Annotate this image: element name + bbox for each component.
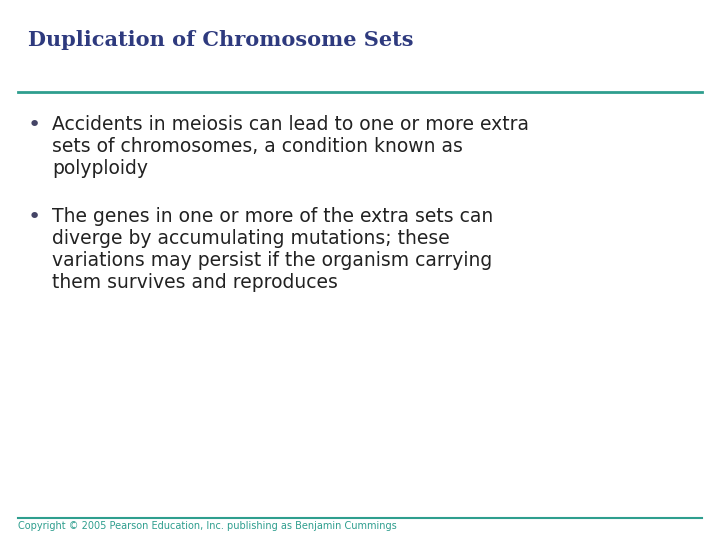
Text: Copyright © 2005 Pearson Education, Inc. publishing as Benjamin Cummings: Copyright © 2005 Pearson Education, Inc.… — [18, 521, 397, 531]
Text: Accidents in meiosis can lead to one or more extra: Accidents in meiosis can lead to one or … — [52, 115, 529, 134]
Text: The genes in one or more of the extra sets can: The genes in one or more of the extra se… — [52, 207, 493, 226]
Text: sets of chromosomes, a condition known as: sets of chromosomes, a condition known a… — [52, 137, 463, 156]
Text: them survives and reproduces: them survives and reproduces — [52, 273, 338, 292]
Text: polyploidy: polyploidy — [52, 159, 148, 178]
Text: variations may persist if the organism carrying: variations may persist if the organism c… — [52, 251, 492, 270]
Text: •: • — [28, 207, 41, 227]
Text: Duplication of Chromosome Sets: Duplication of Chromosome Sets — [28, 30, 413, 50]
Text: •: • — [28, 115, 41, 135]
Text: diverge by accumulating mutations; these: diverge by accumulating mutations; these — [52, 229, 450, 248]
